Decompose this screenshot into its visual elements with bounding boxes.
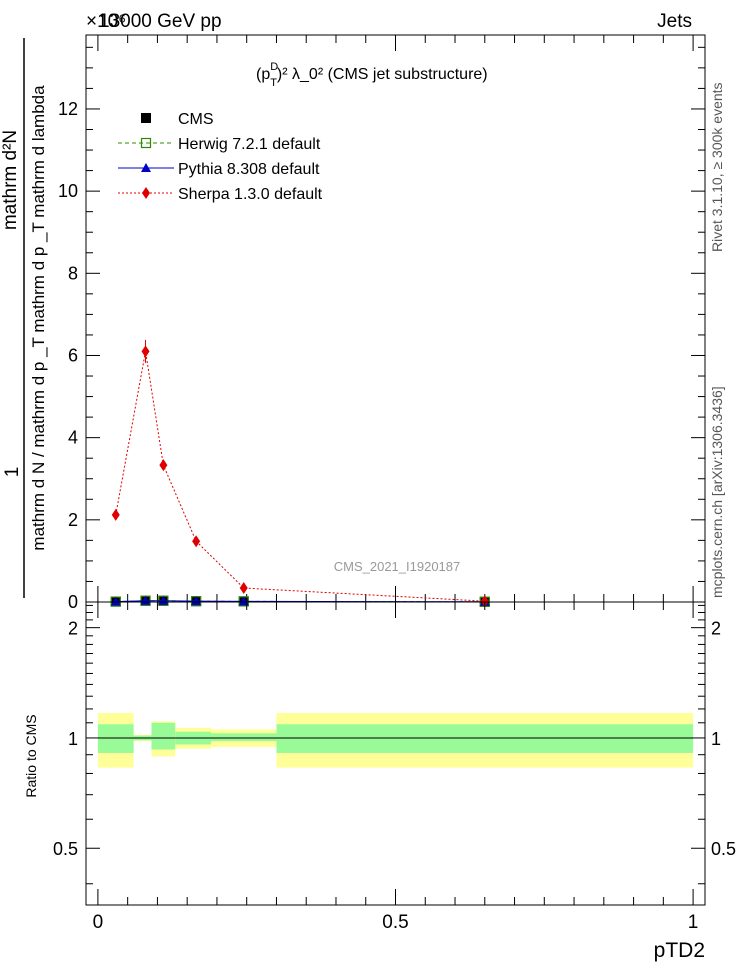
exponent-label: ×10⁶	[86, 11, 126, 32]
ratio-bands	[97, 712, 694, 768]
legend-label: Herwig 7.2.1 default	[178, 136, 321, 153]
legend-item: Pythia 8.308 default	[118, 161, 320, 178]
data-point	[192, 535, 201, 548]
data-point	[480, 595, 489, 608]
plot-title: (pD T)² λ_0² (CMS jet substructure)	[256, 61, 488, 89]
x-tick-label: 0.5	[382, 912, 408, 933]
legend-item: CMS	[141, 111, 214, 128]
x-tick-label: 0	[93, 912, 104, 933]
legend-item: Herwig 7.2.1 default	[118, 136, 321, 153]
data-point	[239, 582, 248, 595]
main-y-tick-label: 10	[58, 181, 78, 201]
main-panel: 0 2 4 6 8 10 12 (pD T)² λ_0² (CMS jet substruct…	[58, 34, 706, 612]
main-y-axis-title: 1 mathrm d²N mathrm d N / mathrm d p _T …	[0, 38, 48, 598]
legend-label: Sherpa 1.3.0 default	[178, 186, 323, 203]
main-series	[110, 339, 490, 608]
main-y-tick-label: 4	[68, 428, 78, 448]
ratio-x-ticks: 0 0.5 1	[93, 602, 699, 933]
ratio-y-tick-label-right: 2	[711, 619, 721, 639]
legend: CMS Herwig 7.2.1 default Pythia 8.308 defa…	[118, 111, 323, 203]
ratio-y-tick-label: 2	[68, 619, 78, 639]
plot-title-base: (p	[256, 66, 270, 83]
series-sherpa	[111, 339, 489, 608]
y-label-numerator: 1	[2, 467, 23, 478]
data-point	[141, 163, 151, 172]
process-label: Jets	[657, 11, 692, 32]
data-point	[142, 187, 150, 199]
main-y-tick-label: 2	[68, 510, 78, 530]
data-point	[110, 596, 121, 606]
ratio-panel: 0.5 0.51 12 2 0 0.5 1 Ratio to CMS pTD2	[23, 601, 736, 962]
ratio-y-tick-label: 0.5	[53, 839, 78, 859]
main-y-tick-label: 12	[58, 99, 78, 119]
data-point	[141, 345, 150, 358]
series-line	[115, 600, 485, 603]
mcplots-label: mcplots.cern.ch [arXiv:1306.3436]	[709, 386, 725, 598]
ratio-band-inner	[151, 722, 176, 750]
plot-title-sup: D	[270, 61, 278, 73]
data-point	[141, 113, 151, 123]
energy-label: 13000 GeV pp	[99, 11, 222, 32]
y-label-top: mathrm d²N	[0, 130, 21, 230]
data-point	[158, 595, 169, 605]
plot-title-sub: T	[270, 77, 277, 89]
x-tick-label: 1	[688, 912, 699, 933]
main-y-tick-label: 6	[68, 345, 78, 365]
analysis-id: CMS_2021_I1920187	[334, 559, 461, 574]
ratio-y-tick-label: 1	[68, 729, 78, 749]
ratio-band-inner	[210, 733, 277, 742]
plot-title-rest: )² λ_0² (CMS jet substructure)	[277, 66, 488, 83]
ratio-y-ticks: 0.5 0.5 1 1 2 2	[53, 604, 736, 885]
ratio-y-tick-label-right: 0.5	[711, 839, 736, 859]
ratio-y-label: Ratio to CMS	[23, 714, 39, 797]
legend-label: Pythia 8.308 default	[178, 161, 320, 178]
data-point	[140, 595, 151, 605]
main-y-tick-label: 0	[68, 592, 78, 612]
main-y-tick-label: 8	[68, 263, 78, 283]
main-y-ticks: 0 2 4 6 8 10 12	[58, 46, 705, 612]
rivet-label: Rivet 3.1.10, ≥ 300k events	[709, 82, 725, 252]
y-label-denominator: mathrm d N / mathrm d p _T mathrm d p _T…	[29, 85, 48, 551]
data-point	[140, 137, 152, 149]
x-axis-label: pTD2	[654, 939, 705, 962]
data-point	[111, 508, 120, 521]
data-point	[159, 459, 168, 472]
legend-label: CMS	[178, 111, 214, 128]
ratio-band-inner	[97, 724, 134, 753]
data-point	[191, 596, 202, 606]
ratio-band-inner	[276, 724, 694, 753]
legend-item: Sherpa 1.3.0 default	[118, 186, 323, 203]
ratio-y-tick-label-right: 1	[711, 729, 721, 749]
